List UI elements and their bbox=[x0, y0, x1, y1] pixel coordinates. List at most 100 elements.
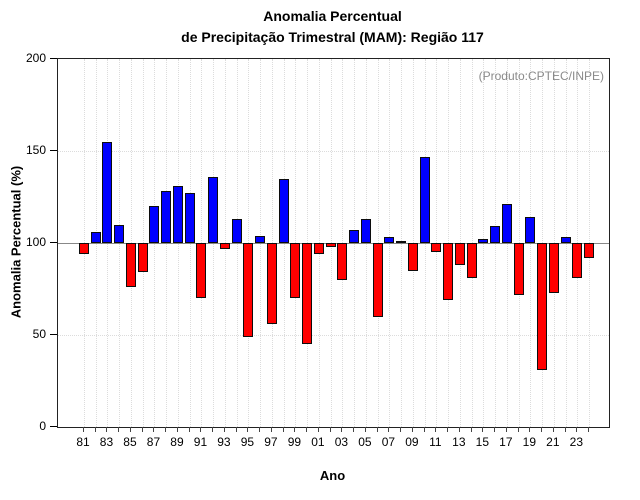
x-axis-tick bbox=[529, 427, 531, 432]
x-axis-tick bbox=[341, 427, 343, 432]
y-axis-tick bbox=[50, 58, 57, 59]
x-axis-tick bbox=[517, 427, 519, 432]
x-axis-tick-label: 95 bbox=[240, 435, 255, 449]
x-axis-tick bbox=[294, 427, 296, 432]
bar bbox=[490, 226, 501, 243]
x-axis-tick-label: 87 bbox=[146, 435, 161, 449]
x-axis-tick bbox=[141, 427, 143, 432]
x-axis-tick-label: 15 bbox=[475, 435, 490, 449]
x-axis-tick bbox=[176, 427, 178, 432]
bar bbox=[501, 204, 512, 243]
x-axis-tick bbox=[482, 427, 484, 432]
x-axis-tick bbox=[259, 427, 261, 432]
x-axis-tick-label: 01 bbox=[311, 435, 325, 449]
x-axis-tick bbox=[153, 427, 155, 432]
bar bbox=[572, 243, 583, 278]
bar bbox=[114, 224, 125, 243]
x-axis-tick bbox=[564, 427, 566, 432]
y-axis-tick bbox=[50, 242, 57, 243]
x-axis-tick-label: 11 bbox=[429, 435, 442, 449]
bar bbox=[302, 243, 313, 345]
y-axis-tick bbox=[50, 150, 57, 151]
x-axis-tick bbox=[223, 427, 225, 432]
bar bbox=[372, 243, 383, 317]
bar bbox=[349, 230, 360, 243]
x-axis-tick-label: 05 bbox=[358, 435, 372, 449]
x-axis-tick-label: 09 bbox=[405, 435, 419, 449]
bar bbox=[161, 191, 172, 243]
x-axis-tick-label: 17 bbox=[499, 435, 513, 449]
x-axis-tick bbox=[364, 427, 366, 432]
bar bbox=[396, 241, 407, 244]
x-axis-tick bbox=[83, 427, 84, 432]
x-axis-tick bbox=[247, 427, 249, 432]
x-axis-tick-label: 93 bbox=[217, 435, 231, 449]
bar bbox=[443, 243, 454, 301]
chart-subtitle: de Precipitação Trimestral (MAM): Região… bbox=[181, 29, 484, 45]
x-axis-tick bbox=[118, 427, 120, 432]
bar bbox=[313, 243, 324, 255]
x-axis-tick bbox=[270, 427, 272, 432]
bar bbox=[325, 243, 336, 247]
bar bbox=[407, 243, 418, 271]
bar bbox=[584, 243, 595, 258]
x-axis-tick bbox=[106, 427, 108, 432]
bar bbox=[79, 243, 89, 255]
x-axis-tick bbox=[423, 427, 425, 432]
x-axis-tick bbox=[306, 427, 308, 432]
x-axis-tick bbox=[212, 427, 214, 432]
y-axis-tick-label: 150 bbox=[25, 143, 46, 157]
x-axis-tick bbox=[447, 427, 449, 432]
x-axis-tick bbox=[494, 427, 496, 432]
y-axis-tick-label: 0 bbox=[39, 419, 46, 433]
chart-title: Anomalia Percentual bbox=[263, 8, 402, 24]
x-axis-tick bbox=[505, 427, 507, 432]
x-axis-tick bbox=[129, 427, 131, 432]
bar bbox=[290, 243, 301, 299]
x-axis-tick-label: 19 bbox=[522, 435, 537, 449]
x-axis-tick-label: 23 bbox=[569, 435, 583, 449]
x-axis-tick bbox=[576, 427, 578, 432]
x-axis-tick bbox=[470, 427, 472, 432]
bar bbox=[360, 219, 371, 243]
plot-area: (Produto:CPTEC/INPE) bbox=[57, 58, 610, 428]
x-axis-tick bbox=[588, 427, 590, 432]
bar bbox=[337, 243, 348, 280]
x-axis-tick bbox=[188, 427, 190, 432]
x-axis-title: Ano bbox=[319, 468, 346, 483]
x-axis-tick bbox=[541, 427, 543, 432]
bar bbox=[255, 235, 266, 243]
x-axis-tick-label: 03 bbox=[334, 435, 349, 449]
x-axis-tick-label: 91 bbox=[193, 435, 208, 449]
bar bbox=[548, 243, 559, 293]
x-axis-tick bbox=[435, 427, 437, 432]
bar bbox=[537, 243, 548, 370]
grid-line-horizontal bbox=[58, 151, 609, 152]
bar bbox=[431, 243, 442, 253]
bar bbox=[454, 243, 465, 266]
x-axis-tick-label: 07 bbox=[381, 435, 396, 449]
bar bbox=[231, 219, 242, 243]
bar bbox=[102, 141, 113, 243]
bar bbox=[513, 243, 524, 295]
x-axis-tick bbox=[458, 427, 460, 432]
x-axis-tick bbox=[411, 427, 413, 432]
x-axis-tick-label: 13 bbox=[452, 435, 466, 449]
y-axis-tick-label: 50 bbox=[32, 327, 46, 341]
x-axis-tick bbox=[400, 427, 402, 432]
product-annotation: (Produto:CPTEC/INPE) bbox=[478, 69, 604, 83]
bar bbox=[560, 237, 571, 243]
x-axis-tick-label: 21 bbox=[546, 435, 560, 449]
x-axis-tick bbox=[376, 427, 378, 432]
x-axis-tick bbox=[200, 427, 202, 432]
bar bbox=[219, 243, 230, 249]
y-axis-tick bbox=[50, 426, 57, 427]
x-axis-tick-label: 85 bbox=[123, 435, 137, 449]
x-axis-tick-label: 83 bbox=[99, 435, 114, 449]
chart-title-block: Anomalia Percentual de Precipitação Trim… bbox=[57, 6, 608, 48]
bar bbox=[466, 243, 477, 278]
bar bbox=[266, 243, 277, 324]
bar bbox=[90, 231, 101, 243]
y-axis-tick-label: 100 bbox=[25, 235, 46, 249]
